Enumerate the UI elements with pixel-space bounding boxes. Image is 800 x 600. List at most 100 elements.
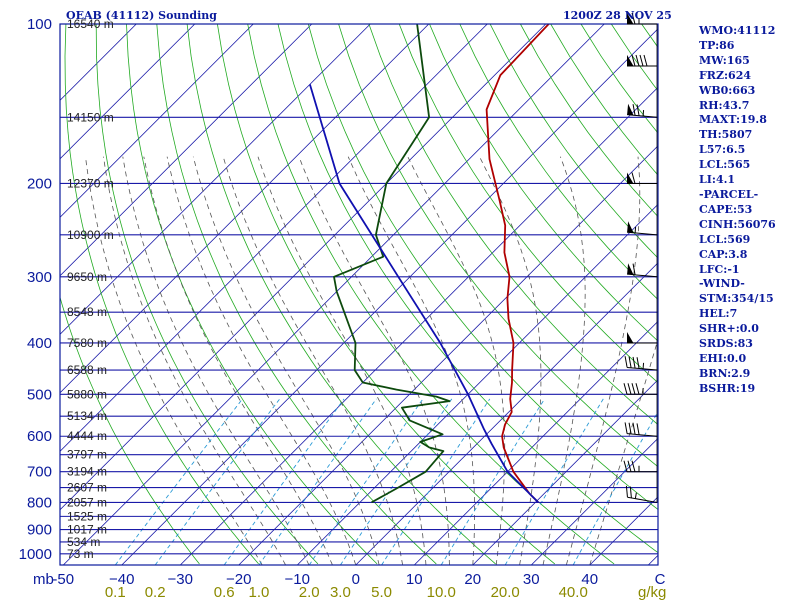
wind-barb bbox=[627, 12, 657, 25]
height-label: 2057 m bbox=[67, 495, 107, 509]
wind-barb bbox=[627, 221, 658, 236]
dry-adiabat-line bbox=[368, 24, 658, 426]
index-row: HEL:7 bbox=[699, 307, 738, 321]
wind-barb-flag bbox=[623, 460, 628, 472]
mixing-ratio-line bbox=[154, 398, 281, 565]
valid-time: 1200Z 28 NOV 25 bbox=[563, 9, 672, 22]
dry-adiabat-line bbox=[459, 24, 658, 301]
isotherm-line bbox=[121, 28, 658, 565]
pressure-tick-label: 100 bbox=[27, 16, 52, 33]
indices-panel: WMO:41112 TP:86 MW:165 FRZ:624 WB0:663 RH:43.… bbox=[699, 24, 799, 397]
dry-adiabat-line bbox=[338, 24, 658, 468]
isotherm-line bbox=[60, 24, 488, 452]
moist-adiabat-line bbox=[222, 156, 403, 565]
wind-barb-flag bbox=[624, 422, 628, 434]
moist-adiabat-line bbox=[166, 156, 357, 565]
isotherm-line bbox=[62, 24, 605, 565]
height-label: 7580 m bbox=[67, 336, 107, 350]
isotherm-line bbox=[179, 86, 658, 565]
pressure-tick-label: 600 bbox=[27, 428, 52, 445]
wind-barb-flag bbox=[632, 423, 636, 435]
dry-adiabat-line bbox=[398, 24, 658, 384]
wind-barb-half-flag bbox=[634, 492, 637, 499]
mixing-ratio-unit-label: g/kg bbox=[638, 584, 666, 600]
wind-barb bbox=[627, 332, 657, 344]
dry-adiabat-line bbox=[307, 24, 658, 511]
index-row: EHI:0.0 bbox=[699, 351, 747, 365]
moist-adiabat-line bbox=[85, 156, 263, 565]
mixing-ratio-tick-label: 0.1 bbox=[105, 584, 126, 600]
index-row: BSHR:19 bbox=[699, 381, 756, 395]
wind-barb-flag bbox=[628, 422, 632, 435]
pressure-tick-label: 1000 bbox=[19, 546, 52, 563]
dry-adiabat-line bbox=[247, 24, 615, 565]
wind-barb-flag bbox=[629, 486, 632, 498]
mixing-ratio-tick-label: 0.2 bbox=[145, 584, 166, 600]
wind-barb bbox=[624, 422, 658, 437]
height-label: 1017 m bbox=[67, 523, 107, 537]
wind-barb-flag bbox=[625, 485, 628, 498]
dry-adiabat-line bbox=[489, 24, 658, 259]
index-row: WB0:663 bbox=[699, 83, 756, 97]
temperature-tick-label: −40 bbox=[109, 571, 134, 588]
isotherm-line bbox=[238, 145, 658, 565]
wind-barb-pennant bbox=[627, 103, 634, 116]
wind-barb-pennant bbox=[627, 263, 634, 275]
wind-barb-flag bbox=[627, 460, 632, 472]
mixing-ratio-tick-label: 2.0 bbox=[299, 584, 320, 600]
temperature-tick-labels: mb-50 −40 −30 −20 −10 0 10 20 30 40 C bbox=[33, 571, 666, 588]
sounding-profiles bbox=[309, 24, 550, 504]
temperature-tick-label: −10 bbox=[285, 571, 310, 588]
wind-barb-staff bbox=[627, 496, 658, 503]
temperature-tick-label: 0 bbox=[352, 571, 360, 588]
temperature-tick-label: -50 bbox=[52, 571, 74, 588]
mixing-ratio-tick-label: 5.0 bbox=[371, 584, 392, 600]
isotherm-line bbox=[355, 262, 658, 565]
wind-barb-staff bbox=[627, 114, 658, 118]
moist-adiabat-line bbox=[122, 156, 310, 565]
index-row: BRN:2.9 bbox=[699, 366, 751, 380]
index-row: STM:354/15 bbox=[699, 292, 774, 306]
wind-barb bbox=[627, 103, 658, 118]
height-label: 9650 m bbox=[67, 270, 107, 284]
height-label: 16540 m bbox=[67, 17, 114, 31]
height-label: 6588 m bbox=[67, 363, 107, 377]
mixing-ratio-tick-label: 1.0 bbox=[249, 584, 270, 600]
wind-barb-pennant bbox=[627, 172, 634, 184]
wind-barb-staff bbox=[627, 433, 658, 437]
wind-barb-half-flag bbox=[642, 362, 645, 369]
wind-barb-flag bbox=[631, 460, 636, 472]
wind-barb-flag bbox=[639, 54, 644, 67]
index-row: CINH:56076 bbox=[699, 217, 776, 231]
mixing-ratio-line bbox=[308, 398, 424, 565]
index-row: LCL:569 bbox=[699, 232, 751, 246]
mixing-ratio-tick-label: 40.0 bbox=[559, 584, 588, 600]
height-labels: 16540 m 14150 m 12370 m 10900 m 9650 m 8548 m… bbox=[67, 17, 114, 561]
index-row: TH:5807 bbox=[699, 128, 753, 142]
thermo-grid bbox=[60, 24, 658, 565]
mixing-ratio-tick-label: 20.0 bbox=[491, 584, 520, 600]
wind-barb-flag bbox=[636, 423, 640, 435]
moist-adiabat-line bbox=[298, 156, 450, 565]
moist-adiabat-line bbox=[143, 156, 333, 565]
wind-barb-flag bbox=[632, 356, 636, 369]
mixing-ratio-tick-label: 10.0 bbox=[427, 584, 456, 600]
index-row: LCL:565 bbox=[699, 158, 751, 172]
wind-barb-flag bbox=[635, 54, 640, 67]
wind-barb-flag bbox=[631, 383, 636, 395]
pressure-tick-label: 300 bbox=[27, 269, 52, 286]
wind-barb-flag bbox=[643, 54, 648, 67]
moist-adiabat-line bbox=[103, 156, 286, 565]
wind-barb-half-flag bbox=[634, 226, 637, 233]
dewpoint-profile-line bbox=[333, 24, 451, 504]
index-row: MAXT:19.8 bbox=[699, 113, 767, 127]
height-label: 5880 m bbox=[67, 387, 107, 401]
pressure-tick-label: 500 bbox=[27, 386, 52, 403]
wind-barb bbox=[627, 172, 657, 184]
dry-adiabat-line bbox=[95, 24, 319, 565]
dry-adiabat-line bbox=[126, 24, 378, 565]
plot-frame bbox=[59, 23, 659, 566]
isotherm-line bbox=[530, 437, 658, 565]
moist-adiabat-line bbox=[479, 156, 542, 565]
